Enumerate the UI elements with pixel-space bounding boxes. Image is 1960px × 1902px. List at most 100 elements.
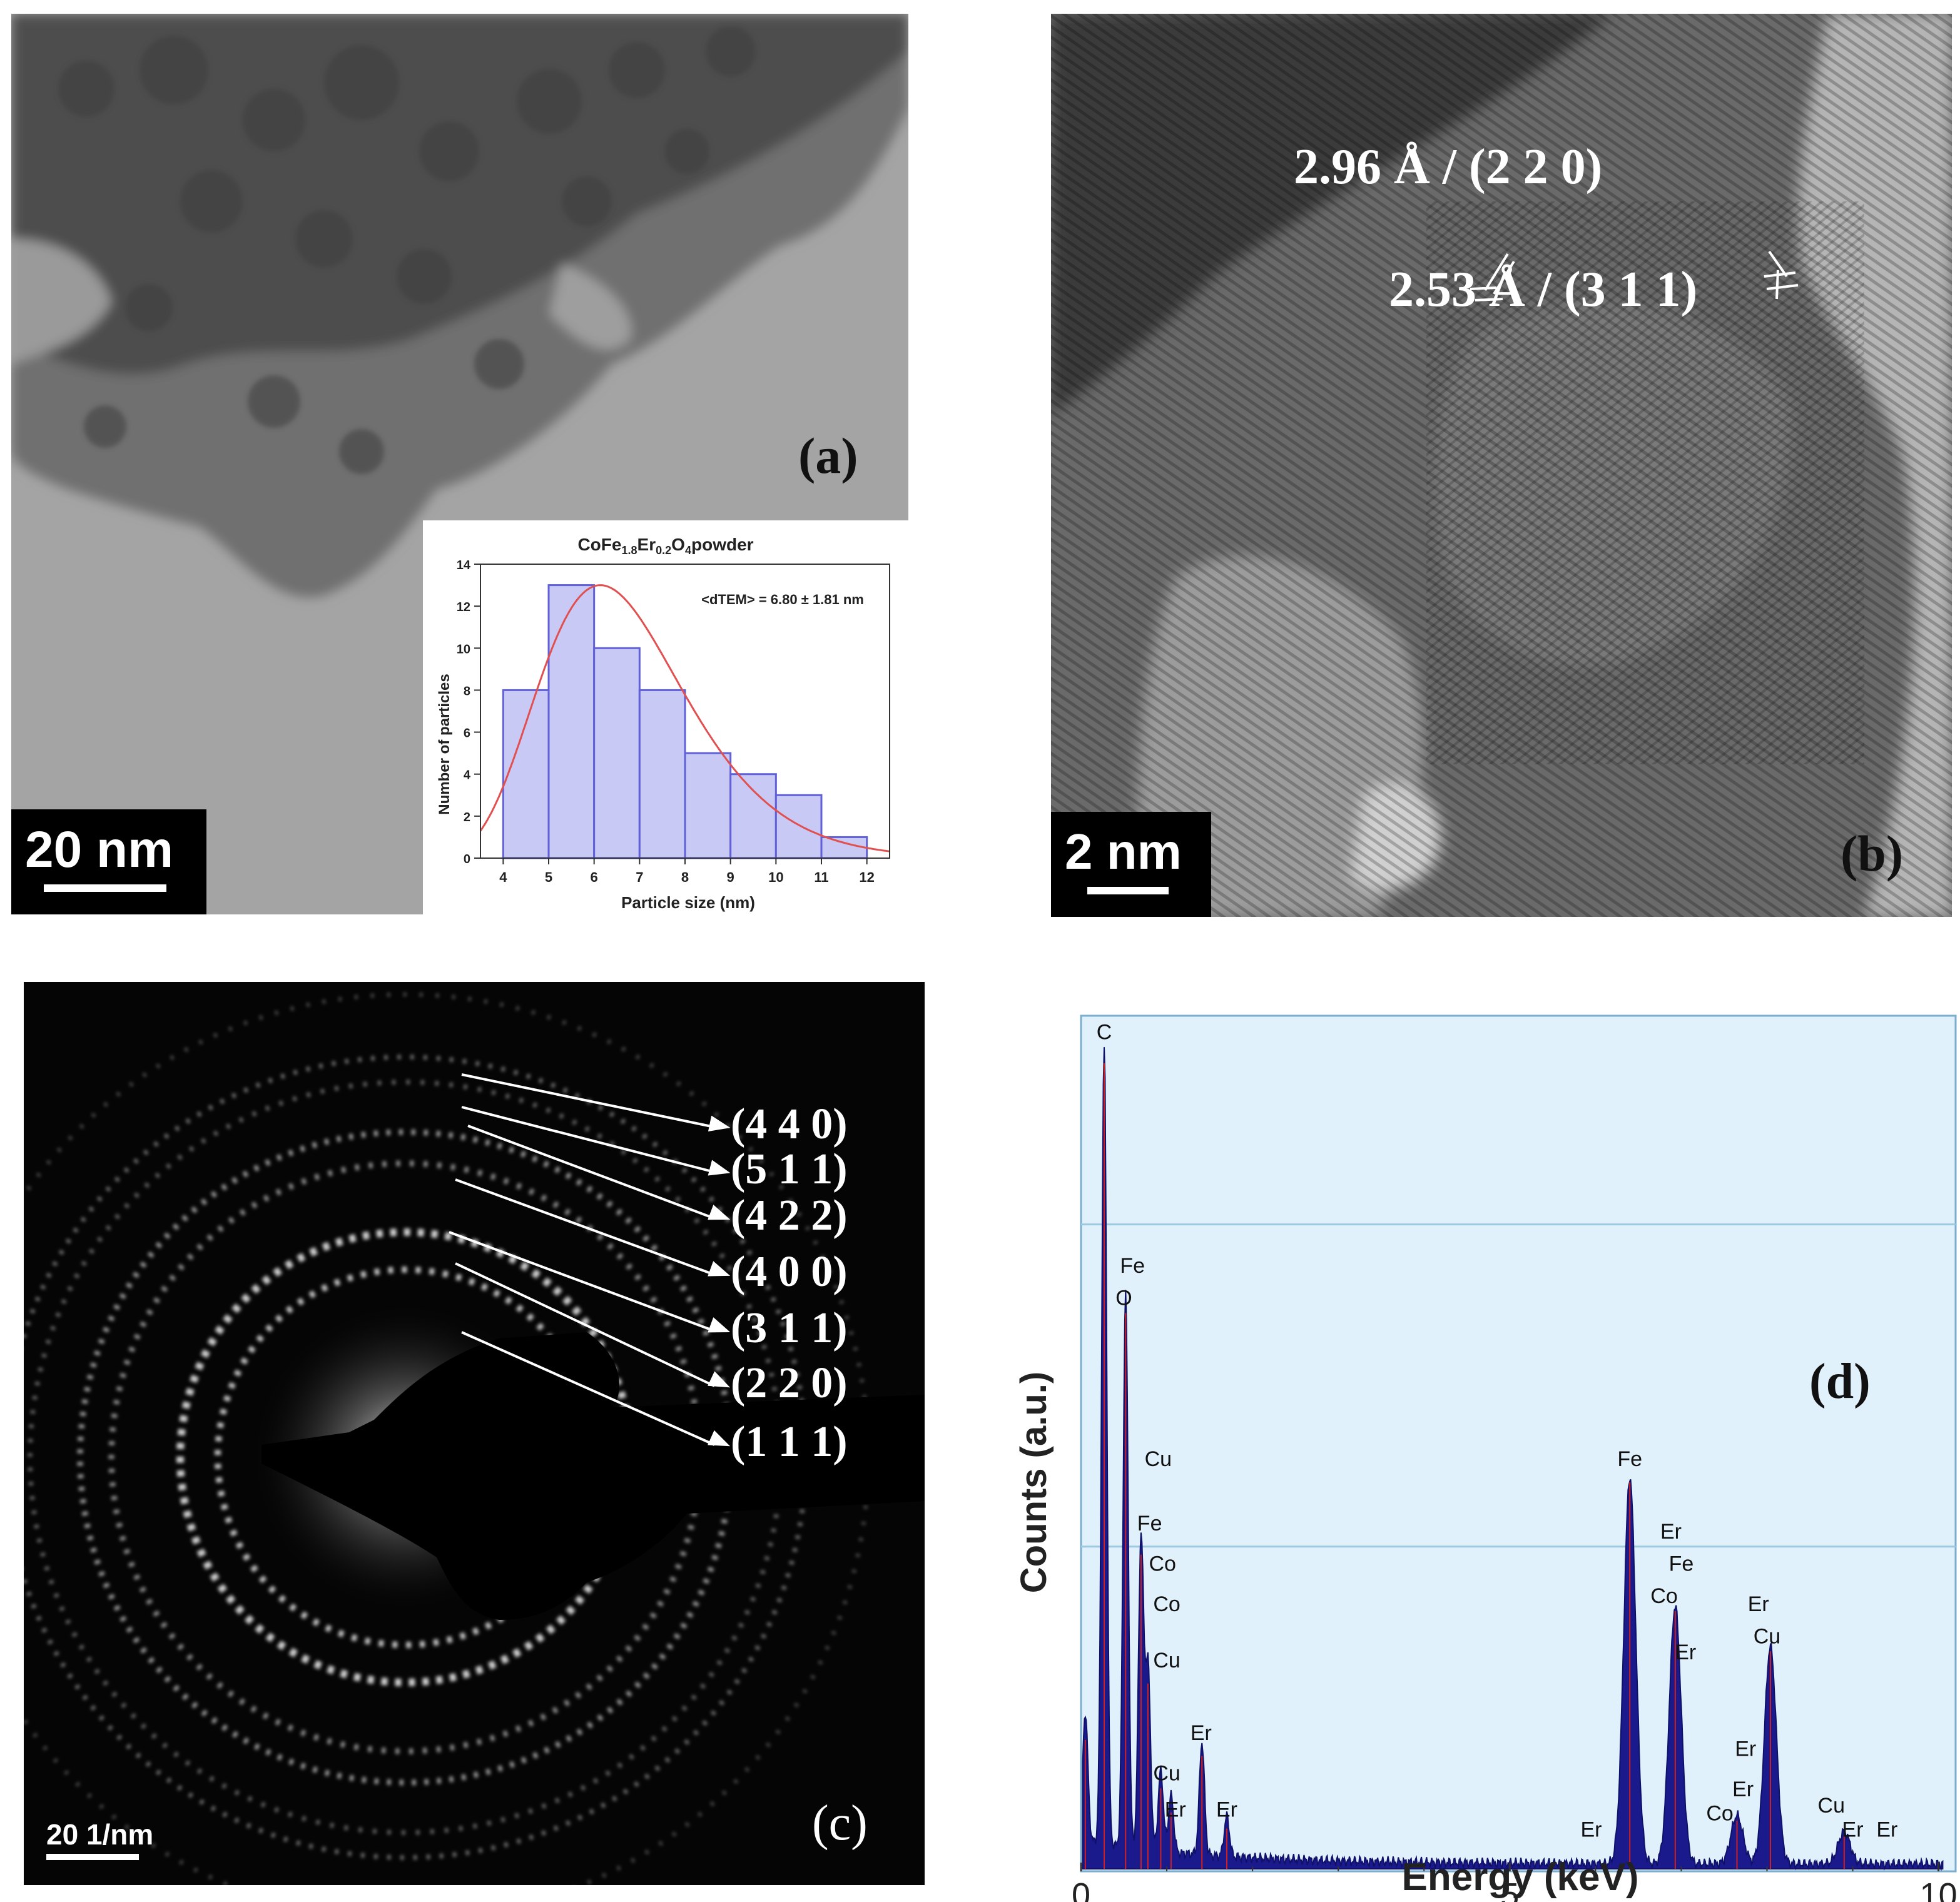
histogram-x-tick-label: 12 bbox=[859, 869, 874, 885]
saed-ring-label: (2 2 0) bbox=[731, 1359, 848, 1407]
eds-peak-label: Er bbox=[1165, 1798, 1186, 1821]
saed-arrow-head bbox=[708, 1371, 731, 1388]
saed-ring-label: (1 1 1) bbox=[731, 1418, 848, 1466]
saed-ring-label: (5 1 1) bbox=[731, 1145, 848, 1193]
saed-ring-label: (4 0 0) bbox=[731, 1248, 848, 1296]
eds-peak-label: Fe bbox=[1617, 1447, 1642, 1471]
histogram-bar bbox=[638, 689, 686, 859]
saed-ring-label: (3 1 1) bbox=[731, 1304, 848, 1352]
scale-bar-label: 20 nm bbox=[25, 821, 173, 878]
eds-peak-label: Fe bbox=[1137, 1512, 1162, 1535]
eds-ylabel: Counts (a.u.) bbox=[1013, 1372, 1054, 1593]
histogram-bar bbox=[684, 752, 732, 859]
eds-peak-label: Cu bbox=[1153, 1761, 1180, 1785]
saed-arrow bbox=[455, 1178, 715, 1276]
histogram-x-tick-label: 8 bbox=[681, 869, 689, 885]
histogram-bar bbox=[820, 836, 868, 859]
eds-peak-label: Fe bbox=[1120, 1254, 1145, 1278]
histogram-y-tick-label: 6 bbox=[464, 727, 470, 741]
saed-arrow-head bbox=[708, 1430, 731, 1447]
eds-peak-label: Er bbox=[1191, 1721, 1212, 1745]
hrtem-micrograph bbox=[1051, 14, 1952, 917]
eds-peak-label: Er bbox=[1216, 1798, 1237, 1821]
scale-bar-line bbox=[1087, 887, 1169, 894]
eds-peak-label: Co bbox=[1706, 1802, 1733, 1826]
scale-bar-line bbox=[44, 884, 166, 892]
eds-peak-label: Er bbox=[1842, 1818, 1864, 1841]
histogram-inset: CoFe1.8 Er0.2 O4 powder <dTEM> = 6.80 ± … bbox=[423, 520, 908, 914]
saed-arrow bbox=[461, 1106, 715, 1173]
histogram-chart: CoFe1.8 Er0.2 O4 powder <dTEM> = 6.80 ± … bbox=[436, 535, 890, 912]
panel-label: (a) bbox=[798, 427, 858, 484]
eds-peak-label: Co bbox=[1153, 1592, 1180, 1616]
saed-arrow bbox=[461, 1331, 715, 1446]
histogram-x-tick-label: 6 bbox=[591, 869, 598, 885]
panel-a-tem-image: (a) 20 nm CoFe1.8 Er0.2 O4 powder <dTEM>… bbox=[11, 14, 908, 914]
histogram-bar bbox=[502, 689, 550, 859]
eds-peak-label: Er bbox=[1876, 1818, 1897, 1841]
histogram-y-tick-label: 10 bbox=[457, 642, 470, 656]
saed-arrow bbox=[467, 1125, 715, 1220]
eds-peak-label: Er bbox=[1735, 1738, 1756, 1761]
histogram-x-tick-label: 5 bbox=[545, 869, 552, 885]
scale-bar-label: 20 1/nm bbox=[46, 1818, 154, 1851]
histogram-y-tick-label: 12 bbox=[457, 600, 470, 614]
eds-spectrum-area bbox=[1082, 1047, 1944, 1871]
histogram-x-tick-label: 7 bbox=[636, 869, 643, 885]
histogram-y-tick-label: 8 bbox=[464, 684, 470, 698]
histogram-y-tick-label: 4 bbox=[464, 769, 471, 782]
histogram-y-tick-label: 2 bbox=[464, 811, 470, 824]
saed-arrow bbox=[449, 1231, 715, 1332]
scale-bar-line bbox=[46, 1854, 139, 1860]
eds-peak-label: Co bbox=[1149, 1552, 1175, 1576]
panel-label: (d) bbox=[1809, 1354, 1871, 1409]
eds-peak-label: Co bbox=[1650, 1584, 1677, 1608]
histogram-bar bbox=[729, 773, 777, 859]
eds-x-tick-label: 10 bbox=[1920, 1876, 1957, 1902]
beam-stop bbox=[262, 1332, 925, 1620]
histogram-x-tick-label: 4 bbox=[499, 869, 507, 885]
saed-arrow-head bbox=[708, 1160, 731, 1176]
eds-peak-label: Er bbox=[1732, 1778, 1754, 1801]
eds-peak-label: O bbox=[1115, 1286, 1132, 1310]
eds-peak-label: Cu bbox=[1754, 1624, 1780, 1648]
panel-label: (c) bbox=[812, 1796, 868, 1851]
eds-peak-label: Fe bbox=[1669, 1552, 1694, 1576]
panel-b-hrtem-image: 2.96 Å / (2 2 0) 2.53 Å / (3 1 1) (b) 2 … bbox=[1051, 14, 1952, 917]
eds-peak-label: Cu bbox=[1818, 1794, 1845, 1818]
saed-arrow-head bbox=[708, 1205, 731, 1220]
histogram-y-tick-label: 0 bbox=[464, 852, 470, 866]
panel-d-eds-spectrum: C Fe O Cu Fe Co Co Cu Er Cu Er Er Er Fe Er Fe Co Er Er Cu Er… bbox=[995, 982, 1958, 1902]
histogram-annotation: <dTEM> = 6.80 ± 1.81 nm bbox=[701, 592, 864, 607]
histogram-bar bbox=[593, 647, 641, 859]
eds-peak-label: Cu bbox=[1153, 1649, 1180, 1672]
eds-x-tick-label: 5 bbox=[1500, 1876, 1519, 1902]
histogram-bar bbox=[774, 794, 823, 859]
eds-peak-label: Er bbox=[1581, 1818, 1602, 1841]
scale-bar-label: 2 nm bbox=[1065, 824, 1182, 879]
lattice-annotation-311: 2.53 Å / (3 1 1) bbox=[1389, 262, 1698, 317]
histogram-x-tick-label: 9 bbox=[727, 869, 734, 885]
eds-plot-area bbox=[1080, 1014, 1957, 1873]
eds-peak-label: Er bbox=[1748, 1592, 1769, 1616]
histogram-x-tick-label: 11 bbox=[814, 869, 828, 885]
histogram-ylabel: Number of particles bbox=[436, 674, 453, 814]
panel-c-saed-pattern: (4 4 0) (5 1 1) (4 2 2) (4 0 0) (3 1 1) (2 2 … bbox=[24, 982, 925, 1885]
saed-arrow bbox=[455, 1262, 715, 1387]
histogram-y-tick-label: 14 bbox=[457, 559, 471, 572]
saed-pattern bbox=[24, 982, 925, 1885]
histogram-bar bbox=[547, 584, 596, 859]
eds-peak-label: C bbox=[1097, 1020, 1112, 1044]
tem-micrograph bbox=[11, 14, 908, 914]
histogram-xlabel: Particle size (nm) bbox=[621, 893, 755, 912]
eds-x-tick-label: 0 bbox=[1072, 1876, 1090, 1902]
saed-arrow-head bbox=[708, 1317, 731, 1333]
scale-bar: 2 nm bbox=[1051, 812, 1211, 917]
lattice-spacing-marker-2 bbox=[1764, 250, 1799, 300]
panel-label: (b) bbox=[1841, 825, 1904, 882]
saed-arrow-head bbox=[708, 1115, 731, 1131]
histogram-title: CoFe1.8 Er0.2 O4 powder bbox=[577, 535, 753, 557]
eds-xlabel: Energy (keV) bbox=[1401, 1856, 1638, 1899]
eds-peak-label: Er bbox=[1660, 1520, 1682, 1544]
lattice-spacing-marker-1 bbox=[1470, 253, 1515, 301]
